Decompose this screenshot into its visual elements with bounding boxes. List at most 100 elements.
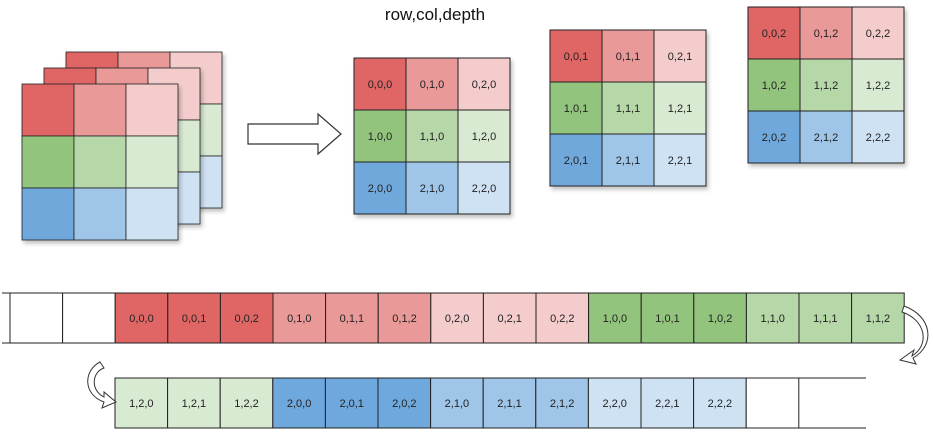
cell-label: 2,1,2	[550, 398, 574, 410]
cell-label: 1,2,2	[866, 80, 890, 92]
memory-cell: 2,0,1	[324, 377, 379, 429]
cell-label: 0,1,0	[287, 313, 311, 325]
cell-label: 2,0,1	[564, 155, 588, 167]
slice-cell: 0,0,2	[747, 6, 801, 60]
memory-cell: 2,1,1	[482, 377, 537, 429]
slice-depth-1: 0,0,1 0,1,1 0,2,1 1,0,1 1,1,1 1,2,1 2,0,1 2,1,1…	[549, 29, 707, 187]
cell-label: 2,2,1	[655, 398, 679, 410]
memory-cell: 0,0,2	[219, 292, 274, 344]
cell-label: 2,2,1	[668, 155, 692, 167]
stacked-cube	[21, 51, 223, 241]
cell-label: 0,2,1	[497, 313, 521, 325]
memory-row-1: 0,0,0 0,0,1 0,0,2 0,1,0 0,1,1 0,1,2 0,2,0 0,2,1…	[2, 292, 905, 344]
memory-cell: 2,2,1	[640, 377, 695, 429]
slice-cell: 2,2,0	[457, 161, 511, 215]
memory-row-2: 1,2,0 1,2,1 1,2,2 2,0,0 2,0,1 2,0,2 2,1,0 2,1,1…	[114, 377, 866, 429]
cell-label: 0,0,2	[234, 313, 258, 325]
slice-cell: 0,1,1	[601, 29, 655, 83]
memory-cell: 0,2,2	[535, 292, 590, 344]
cell-label: 0,0,0	[368, 79, 392, 91]
slice-cell: 2,1,1	[601, 133, 655, 187]
cell-label: 1,1,1	[616, 103, 640, 115]
cell-label: 1,0,1	[564, 103, 588, 115]
slice-cell: 1,2,1	[653, 81, 707, 135]
slice-cell: 0,2,1	[653, 29, 707, 83]
cell-label: 2,1,0	[420, 183, 444, 195]
cell-label: 0,0,2	[762, 28, 786, 40]
memory-cell: 0,1,0	[272, 292, 327, 344]
memory-cell: 1,0,1	[640, 292, 695, 344]
cell-label: 0,1,2	[392, 313, 416, 325]
slice-cell: 2,1,2	[799, 110, 853, 164]
slice-cell: 1,2,2	[851, 58, 905, 112]
cell-label: 1,0,2	[708, 313, 732, 325]
memory-cell: 1,2,0	[114, 377, 169, 429]
cell-label: 2,0,0	[368, 183, 392, 195]
slice-cell: 2,1,0	[405, 161, 459, 215]
cell-label: 1,0,1	[655, 313, 679, 325]
stack-cell	[73, 187, 127, 241]
stack-cell	[21, 83, 75, 137]
memory-cell: 2,0,0	[272, 377, 326, 429]
memory-cell: 2,2,0	[587, 377, 642, 429]
cell-label: 2,2,0	[472, 183, 496, 195]
memory-cell: 0,2,1	[482, 292, 537, 344]
memory-cell: 1,2,1	[167, 377, 221, 429]
slice-cell: 1,1,2	[799, 58, 853, 112]
slice-cell: 1,0,1	[549, 81, 603, 135]
cell-label: 1,0,0	[603, 313, 627, 325]
cell-label: 1,2,1	[668, 103, 692, 115]
wrap-arrow-right-icon	[898, 305, 929, 365]
cell-label: 2,2,2	[708, 398, 732, 410]
memory-cell: 2,0,2	[377, 377, 432, 429]
slice-cell: 2,2,1	[653, 133, 707, 187]
memory-cell: 0,0,1	[167, 292, 221, 344]
depth-slices: 0,0,0 0,1,0 0,2,0 1,0,0 1,1,0 1,2,0 2,0,0 2,1,0…	[353, 6, 905, 215]
cell-label: 2,2,0	[602, 398, 626, 410]
cell-label: 2,1,2	[814, 132, 838, 144]
cell-label: 1,2,0	[129, 398, 153, 410]
memory-cell: 1,1,2	[851, 292, 905, 344]
cell-label: 1,2,0	[472, 131, 496, 143]
cell-label: 2,0,2	[392, 398, 416, 410]
slice-cell: 0,0,1	[549, 29, 603, 83]
memory-cell-empty	[9, 292, 64, 344]
cell-label: 1,1,0	[420, 131, 444, 143]
memory-cell: 1,2,2	[219, 377, 274, 429]
cell-label: 2,1,1	[616, 155, 640, 167]
memory-cell-empty	[745, 377, 800, 429]
memory-cell: 0,0,0	[114, 292, 169, 344]
memory-cell: 2,1,2	[535, 377, 589, 429]
cell-label: 1,1,0	[760, 313, 784, 325]
cell-label: 2,0,1	[339, 398, 363, 410]
stack-cell	[125, 83, 179, 137]
cell-label: 1,1,2	[814, 80, 838, 92]
cell-label: 1,0,0	[368, 131, 392, 143]
memory-cell: 2,2,2	[693, 377, 747, 429]
cell-label: 1,2,2	[234, 398, 258, 410]
cell-label: 2,1,1	[497, 398, 521, 410]
memory-cell: 1,1,0	[745, 292, 800, 344]
slice-cell: 2,0,2	[747, 110, 801, 164]
slice-cell: 1,0,0	[353, 109, 407, 163]
stack-cell	[73, 83, 127, 137]
cell-label: 0,1,1	[616, 51, 640, 63]
cell-label: 0,2,0	[472, 79, 496, 91]
stack-layer-front	[21, 83, 179, 241]
memory-cell: 1,0,2	[693, 292, 747, 344]
stack-cell	[73, 135, 127, 189]
stack-cell	[21, 135, 75, 189]
cell-label: 1,1,2	[866, 313, 890, 325]
cell-label: 0,2,1	[668, 51, 692, 63]
cell-label: 0,0,1	[564, 51, 588, 63]
slice-cell: 1,0,2	[747, 58, 801, 112]
slice-cell: 1,2,0	[457, 109, 511, 163]
cell-label: 0,2,2	[866, 28, 890, 40]
cell-label: 2,0,0	[287, 398, 311, 410]
cell-label: 0,1,2	[814, 28, 838, 40]
cell-label: 0,1,1	[340, 313, 364, 325]
cell-label: 0,2,2	[550, 313, 574, 325]
cell-label: 2,0,2	[762, 132, 786, 144]
stack-cell	[125, 187, 179, 241]
